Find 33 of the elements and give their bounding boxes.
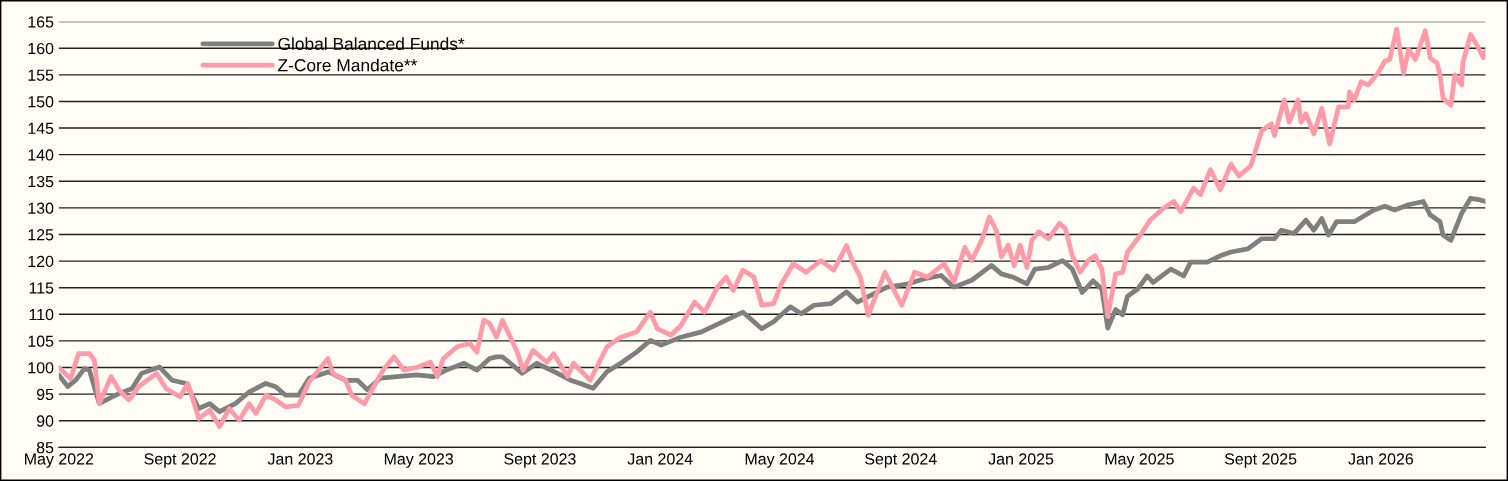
y-tick-label: 145 <box>28 122 54 135</box>
x-tick-label: Jan 2026 <box>1348 453 1414 465</box>
x-tick-label: Jan 2024 <box>627 453 693 465</box>
x-tick-label: Sept 2022 <box>144 453 216 468</box>
legend-label: Z-Core Mandate** <box>278 58 418 72</box>
y-tick-label: 110 <box>29 308 54 321</box>
x-tick-label: May 2025 <box>1105 453 1174 468</box>
y-tick-label: 160 <box>28 42 54 55</box>
y-tick-label: 115 <box>29 282 54 294</box>
x-tick-label: Sept 2023 <box>504 453 576 468</box>
line-series <box>58 26 1486 429</box>
y-tick-label: 130 <box>28 202 54 214</box>
x-tick-label: May 2023 <box>384 453 454 468</box>
y-tick-label: 165 <box>28 16 54 28</box>
x-tick-label: May 2024 <box>745 453 815 468</box>
x-tick-label: Sept 2024 <box>865 453 937 468</box>
y-tick-label: 95 <box>36 388 54 401</box>
y-tick-label: 135 <box>28 175 54 188</box>
y-tick-label: 140 <box>28 149 54 161</box>
y-tick-label: 120 <box>28 255 54 268</box>
y-tick-label: 90 <box>36 415 54 427</box>
y-tick-label: 85 <box>36 441 54 454</box>
x-tick-label: May 2022 <box>25 453 94 468</box>
x-tick-label: Jan 2025 <box>988 453 1054 465</box>
y-tick-label: 125 <box>28 229 54 241</box>
x-tick-label: Sept 2025 <box>1224 453 1297 468</box>
legend-label: Global Balanced Funds* <box>278 37 465 51</box>
y-tick-label: 155 <box>28 69 54 81</box>
x-tick-label: Jan 2023 <box>267 453 333 465</box>
y-tick-label: 100 <box>28 362 54 374</box>
line-series <box>58 195 1486 415</box>
y-tick-label: 105 <box>28 335 54 347</box>
y-tick-label: 150 <box>28 96 54 108</box>
